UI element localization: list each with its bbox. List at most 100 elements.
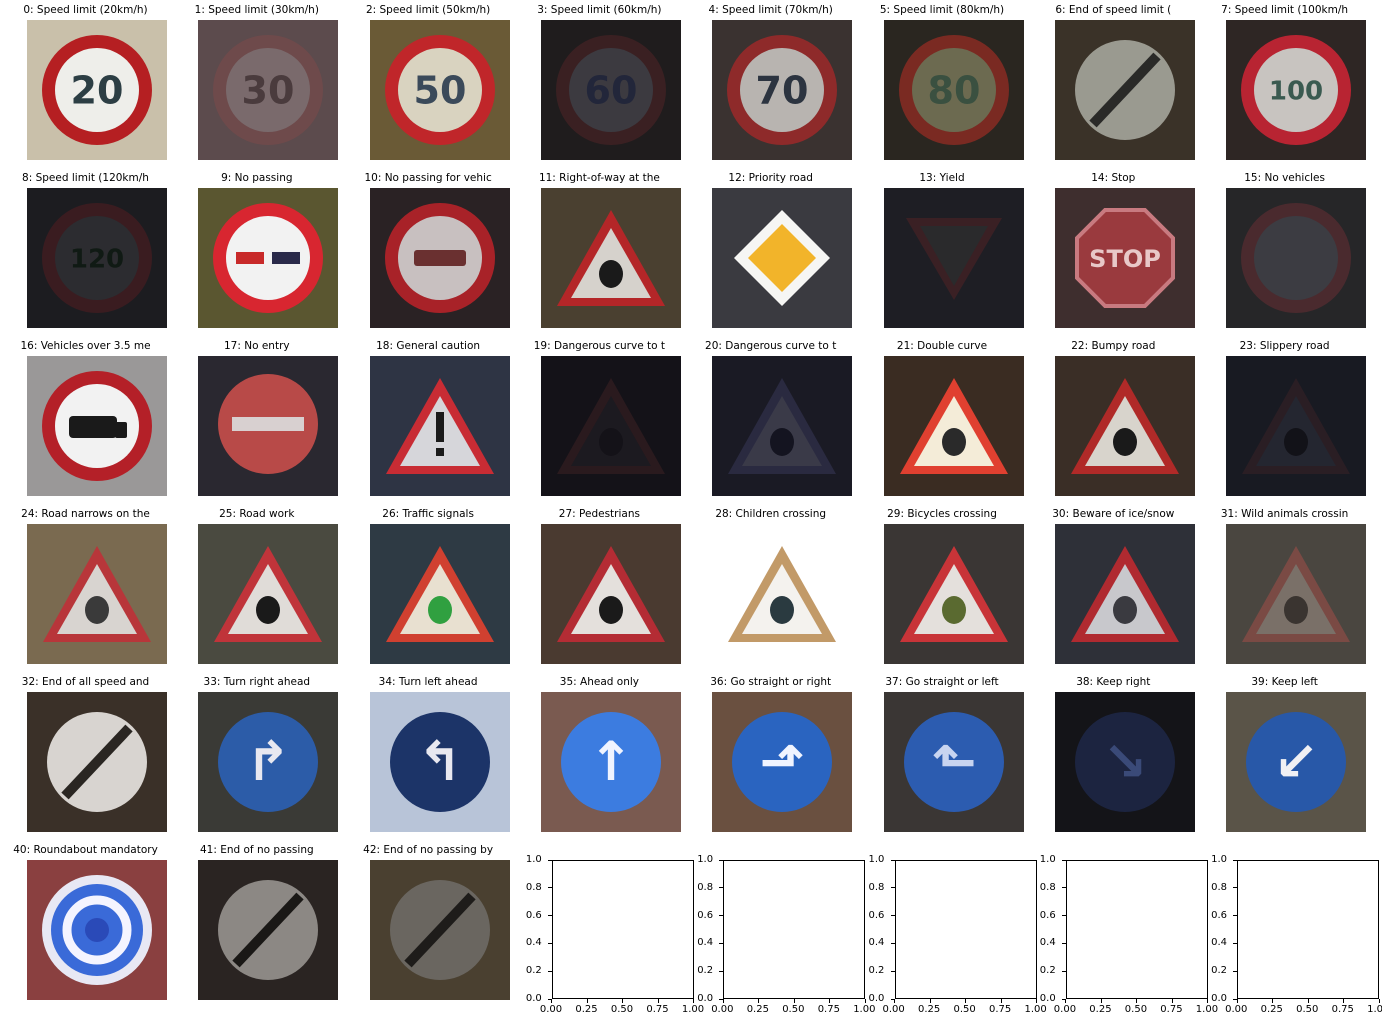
x-tick-label: 0.25 — [918, 1004, 941, 1015]
y-tick-label: 0.0 — [525, 993, 542, 1004]
speed-limit-50-sign-icon: 50 — [369, 20, 510, 160]
sign-title: 2: Speed limit (50km/h) — [365, 4, 491, 16]
x-tick-mark — [1065, 999, 1067, 1003]
y-tick-label: 0.8 — [868, 881, 885, 893]
x-tick-label: 1.00 — [1367, 1004, 1382, 1015]
x-tick-label: 0.00 — [711, 1004, 734, 1015]
svg-text:↑: ↑ — [588, 730, 633, 793]
end-speed-limit-sign-icon — [1054, 20, 1195, 160]
sign-cell: 36: Go straight or right ⬏ — [685, 672, 856, 840]
sign-cell: 15: No vehicles — [1199, 168, 1370, 336]
y-tick-mark — [1061, 970, 1066, 972]
pedestrians-sign-icon — [540, 524, 681, 664]
y-tick-label: 0.0 — [1211, 993, 1227, 1004]
y-tick-label: 0.0 — [697, 993, 714, 1004]
sign-title: 40: Roundabout mandatory — [13, 844, 158, 856]
sign-title: 38: Keep right — [1076, 676, 1151, 688]
x-tick-mark — [1136, 999, 1138, 1003]
x-tick-mark — [1207, 999, 1209, 1003]
y-tick-mark — [1233, 998, 1238, 1000]
slippery-road-sign-icon — [1226, 356, 1367, 496]
sign-cell: 31: Wild animals crossin — [1199, 504, 1370, 672]
svg-text:↘: ↘ — [1102, 730, 1147, 793]
x-tick-label: 0.00 — [1053, 1004, 1077, 1015]
x-tick-mark — [894, 999, 895, 1003]
speed-limit-20-sign-icon: 20 — [27, 20, 167, 160]
y-tick-mark — [1061, 859, 1066, 861]
x-tick-mark — [929, 999, 931, 1003]
sign-cell: 10: No passing for vehic — [343, 168, 514, 336]
x-tick-label: 0.25 — [746, 1004, 769, 1015]
sign-title: 5: Speed limit (80km/h) — [879, 4, 1005, 16]
bumpy-road-sign-icon — [1054, 356, 1195, 496]
x-tick-mark — [829, 999, 831, 1003]
x-tick-mark — [1171, 999, 1173, 1003]
y-tick-label: 0.2 — [868, 965, 885, 977]
y-tick-label: 0.0 — [1039, 993, 1056, 1004]
sign-cell: 6: End of speed limit ( — [1028, 0, 1199, 168]
road-work-sign-icon — [198, 524, 339, 664]
y-tick-mark — [1233, 970, 1238, 972]
y-tick-mark — [890, 970, 895, 972]
sign-cell: 32: End of all speed and — [0, 672, 171, 840]
sign-title: 34: Turn left ahead — [378, 676, 478, 688]
y-tick-label: 0.4 — [1039, 937, 1056, 949]
dangerous-curve-left-sign-icon — [540, 356, 681, 496]
x-tick-label: 0.00 — [882, 1004, 905, 1015]
sign-title: 42: End of no passing by — [363, 844, 494, 856]
empty-axes — [894, 860, 1037, 999]
right-of-way-sign-icon — [540, 188, 681, 328]
x-tick-mark — [864, 999, 866, 1003]
sign-title: 10: No passing for vehic — [364, 172, 492, 184]
ice-snow-sign-icon — [1054, 524, 1195, 664]
ahead-only-sign-icon: ↑ — [540, 692, 681, 832]
sign-cell: 35: Ahead only ↑ — [514, 672, 685, 840]
sign-cell: 16: Vehicles over 3.5 me — [0, 336, 171, 504]
turn-right-sign-icon: ↱ — [198, 692, 339, 832]
sign-title: 9: No passing — [221, 172, 293, 184]
sign-title: 29: Bicycles crossing — [887, 508, 997, 520]
x-tick-mark — [551, 999, 553, 1003]
svg-text:30: 30 — [242, 69, 295, 113]
x-tick-label: 0.50 — [1124, 1004, 1148, 1015]
x-tick-label: 0.50 — [1296, 1004, 1319, 1015]
children-crossing-sign-icon — [712, 524, 853, 664]
y-tick-label: 0.6 — [697, 909, 714, 921]
y-tick-label: 1.0 — [1039, 854, 1056, 865]
sign-title: 31: Wild animals crossin — [1220, 508, 1349, 520]
y-tick-mark — [1061, 887, 1066, 889]
svg-text:20: 20 — [71, 69, 124, 113]
y-tick-mark — [890, 859, 895, 861]
empty-axes — [551, 860, 694, 999]
y-tick-mark — [1233, 859, 1238, 861]
sign-cell: 11: Right-of-way at the — [514, 168, 685, 336]
sign-cell: 8: Speed limit (120km/h 120 — [0, 168, 171, 336]
y-tick-mark — [890, 915, 895, 917]
sign-cell: 17: No entry — [171, 336, 342, 504]
x-tick-label: 0.50 — [953, 1004, 976, 1015]
no-passing-trucks-sign-icon — [369, 188, 510, 328]
sign-title: 33: Turn right ahead — [203, 676, 311, 688]
y-tick-label: 0.2 — [1039, 965, 1056, 977]
sign-cell: 20: Dangerous curve to t — [685, 336, 856, 504]
x-tick-mark — [657, 999, 659, 1003]
sign-cell: 7: Speed limit (100km/h 100 — [1199, 0, 1370, 168]
svg-text:⬏: ⬏ — [760, 730, 805, 793]
sign-title: 17: No entry — [223, 340, 290, 352]
road-narrows-sign-icon — [27, 524, 167, 664]
x-tick-mark — [1307, 999, 1309, 1003]
svg-text:70: 70 — [756, 69, 809, 113]
sign-title: 14: Stop — [1091, 172, 1136, 184]
y-tick-label: 0.6 — [868, 909, 885, 921]
sign-cell: 18: General caution — [343, 336, 514, 504]
y-tick-label: 1.0 — [868, 854, 885, 865]
no-heavy-vehicles-sign-icon — [27, 356, 167, 496]
empty-axes — [1065, 860, 1208, 999]
y-tick-label: 1.0 — [1211, 854, 1227, 865]
x-tick-mark — [1236, 999, 1238, 1003]
sign-title: 15: No vehicles — [1244, 172, 1325, 184]
y-tick-label: 0.4 — [697, 937, 714, 949]
bicycles-crossing-sign-icon — [883, 524, 1024, 664]
traffic-signals-sign-icon — [369, 524, 510, 664]
svg-text:↱: ↱ — [246, 730, 291, 793]
